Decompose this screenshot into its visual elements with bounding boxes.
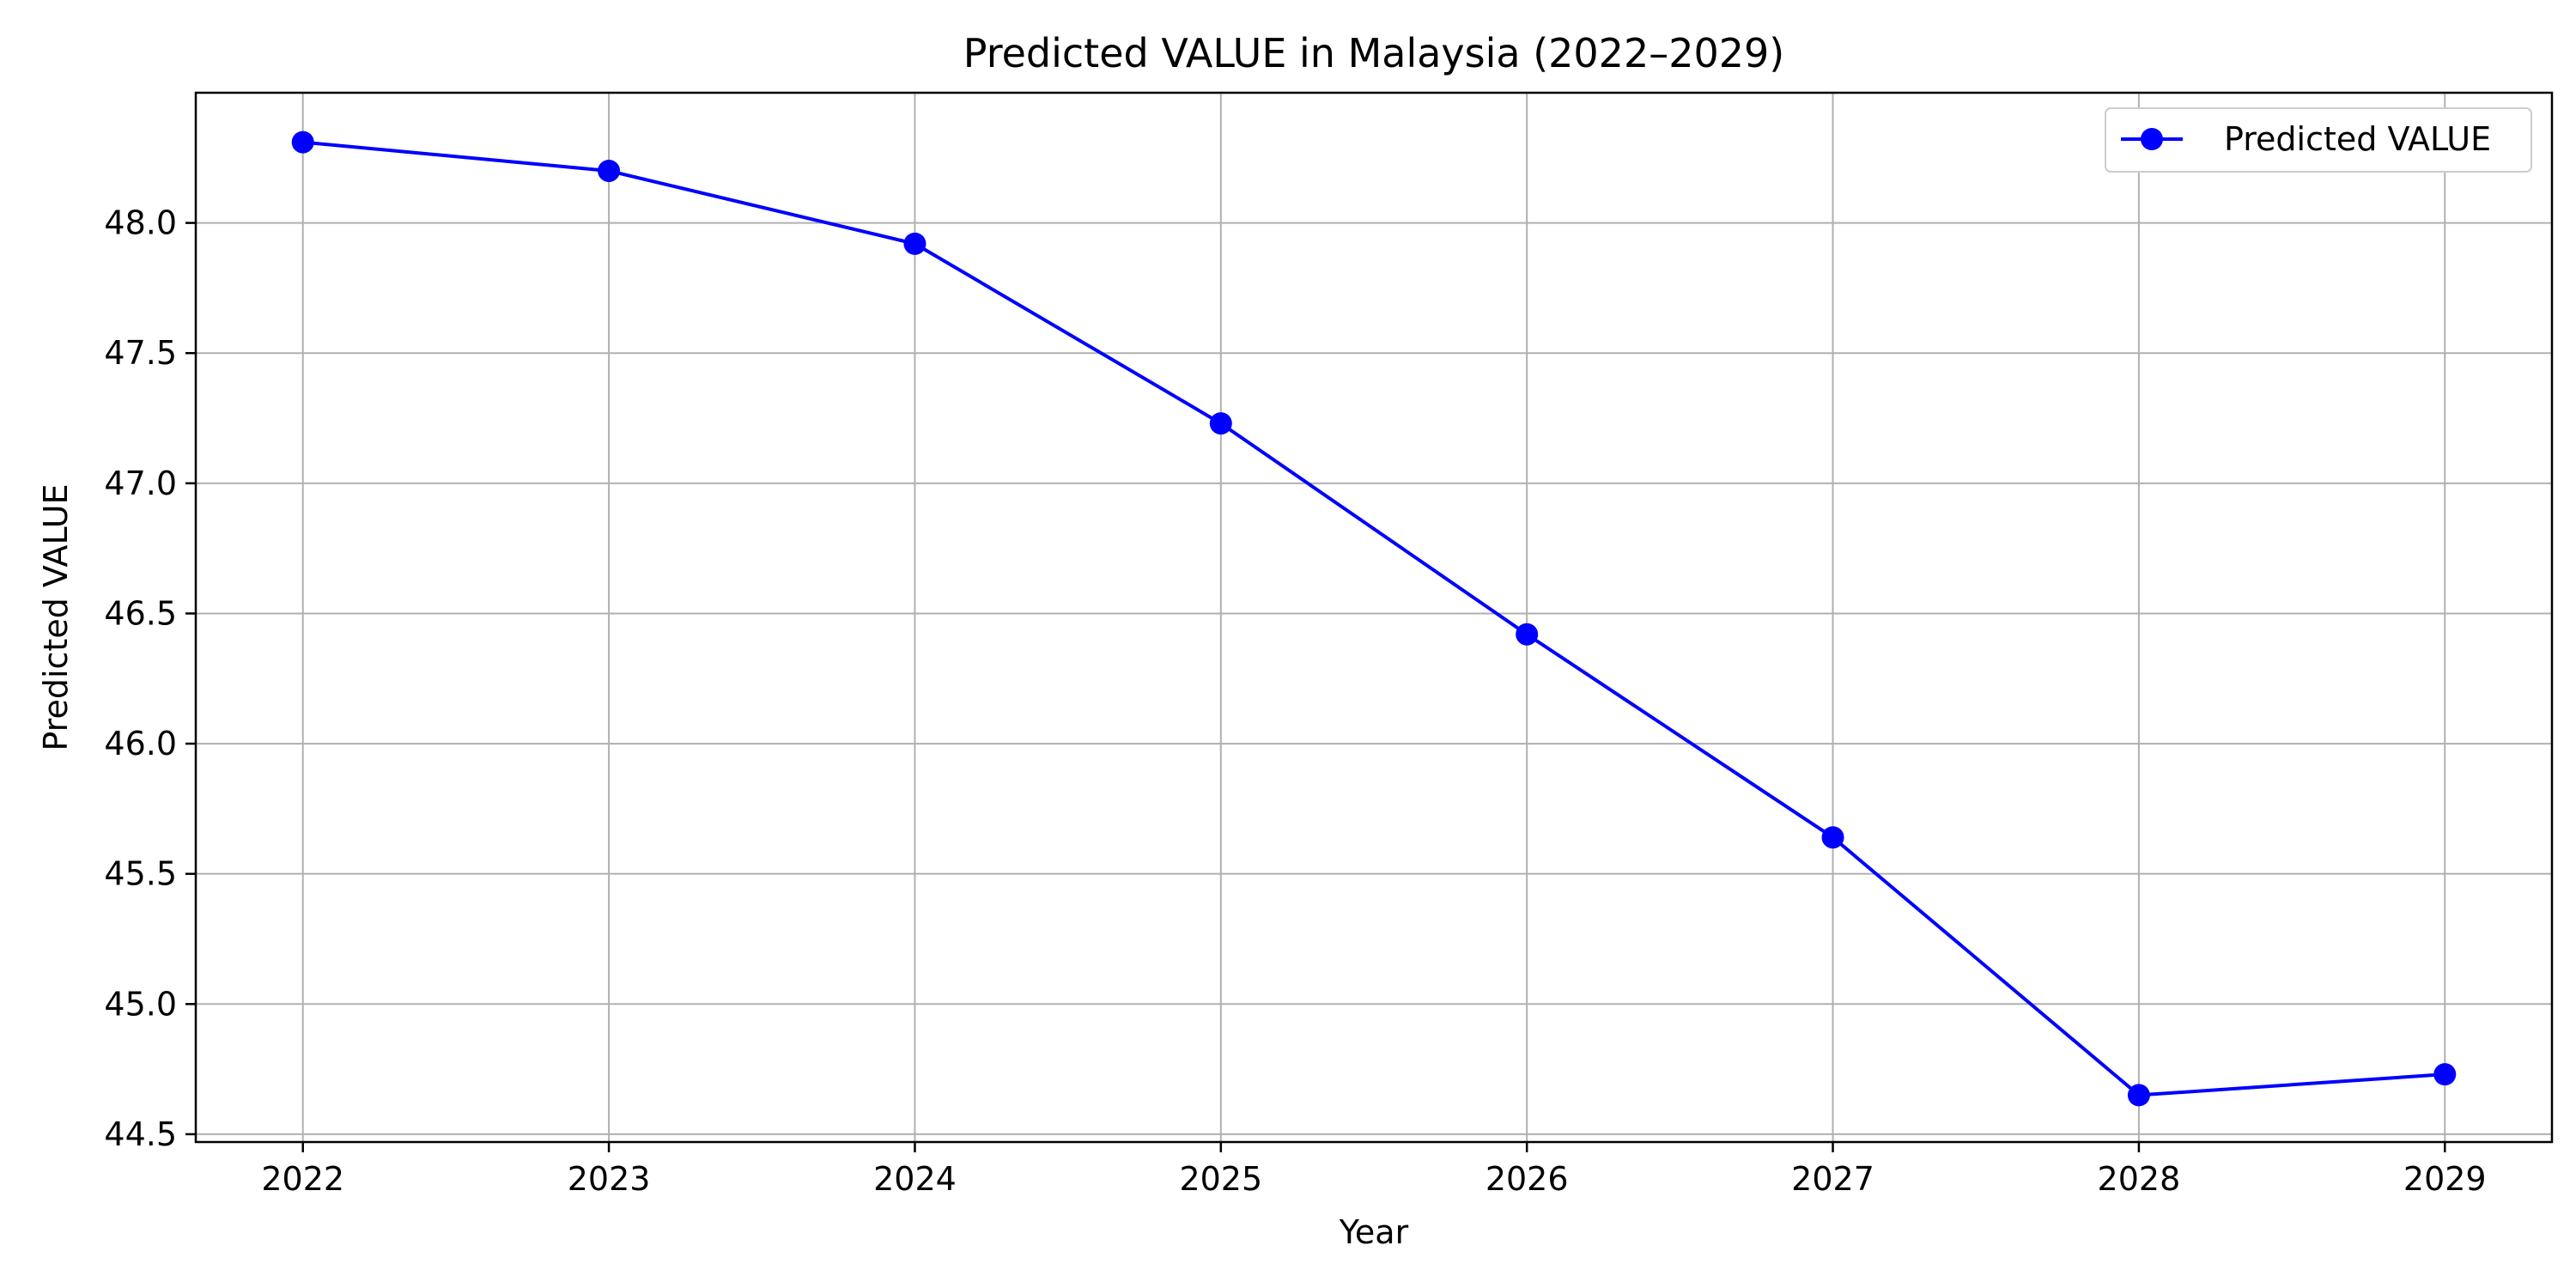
legend-marker-swatch bbox=[2141, 128, 2163, 150]
x-tick-label: 2024 bbox=[873, 1160, 957, 1198]
data-point-2025 bbox=[1209, 412, 1232, 435]
y-tick-label: 45.0 bbox=[104, 985, 177, 1023]
legend: Predicted VALUE bbox=[2105, 107, 2532, 173]
data-point-2022 bbox=[291, 131, 314, 154]
y-tick-label: 45.5 bbox=[104, 855, 177, 893]
legend-entry-predicted-value: Predicted VALUE bbox=[2224, 120, 2491, 158]
data-point-2027 bbox=[1821, 826, 1844, 849]
y-tick-label: 47.0 bbox=[104, 465, 177, 502]
y-tick-label: 44.5 bbox=[104, 1115, 177, 1153]
data-point-2026 bbox=[1516, 623, 1539, 646]
series-line-layer bbox=[302, 140, 2445, 1097]
x-tick-label: 2028 bbox=[2098, 1160, 2181, 1198]
legend-box bbox=[2105, 107, 2532, 173]
x-axis-ticks: 2022 2023 2024 2025 2026 2027 2028 2029 bbox=[261, 1142, 2487, 1198]
chart-title: Predicted VALUE in Malaysia (2022–2029) bbox=[963, 30, 1784, 76]
x-tick-label: 2029 bbox=[2403, 1160, 2487, 1198]
y-tick-label: 47.5 bbox=[104, 334, 177, 372]
data-point-2023 bbox=[598, 159, 621, 182]
x-tick-label: 2027 bbox=[1791, 1160, 1874, 1198]
x-tick-label: 2025 bbox=[1179, 1160, 1262, 1198]
y-axis-ticks: 44.5 45.0 45.5 46.0 46.5 47.0 47.5 48.0 bbox=[104, 204, 196, 1153]
data-point-2024 bbox=[903, 232, 927, 255]
grid bbox=[196, 93, 2552, 1142]
series-marker-layer bbox=[291, 131, 2457, 1107]
data-point-2028 bbox=[2127, 1084, 2150, 1107]
x-tick-label: 2023 bbox=[568, 1160, 651, 1198]
data-point-2029 bbox=[2433, 1063, 2457, 1086]
y-tick-label: 48.0 bbox=[104, 204, 177, 242]
y-tick-label: 46.0 bbox=[104, 725, 177, 762]
plot-area-frame bbox=[194, 91, 2554, 1144]
y-axis-label: Predicted VALUE bbox=[37, 483, 75, 750]
series-line-predicted-value bbox=[302, 140, 2445, 1097]
x-tick-label: 2026 bbox=[1485, 1160, 1569, 1198]
x-tick-label: 2022 bbox=[261, 1160, 344, 1198]
y-tick-label: 46.5 bbox=[104, 594, 177, 632]
x-axis-label: Year bbox=[1339, 1213, 1409, 1251]
